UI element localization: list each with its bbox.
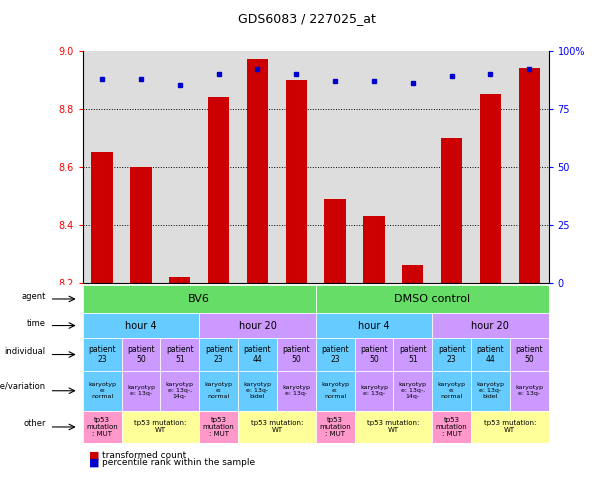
Text: tp53 mutation:
WT: tp53 mutation: WT: [484, 421, 536, 433]
Text: patient
50: patient 50: [516, 345, 543, 364]
Text: agent: agent: [21, 292, 45, 301]
Text: karyotyp
e: 13q-: karyotyp e: 13q-: [515, 385, 543, 396]
Text: patient
44: patient 44: [476, 345, 504, 364]
Bar: [402, 265, 424, 283]
Text: patient
23: patient 23: [88, 345, 116, 364]
Text: individual: individual: [4, 347, 45, 356]
Bar: [208, 97, 229, 283]
Text: tp53
mutation
: MUT: tp53 mutation : MUT: [319, 417, 351, 437]
Text: patient
23: patient 23: [438, 345, 465, 364]
Text: ■: ■: [89, 451, 99, 461]
Text: hour 20: hour 20: [471, 321, 509, 330]
Text: tp53
mutation
: MUT: tp53 mutation : MUT: [436, 417, 468, 437]
Text: genotype/variation: genotype/variation: [0, 382, 45, 391]
Bar: [286, 80, 307, 283]
Text: transformed count: transformed count: [102, 451, 186, 460]
Text: patient
50: patient 50: [127, 345, 155, 364]
Text: karyotyp
e: 13q-: karyotyp e: 13q-: [127, 385, 155, 396]
Text: tp53
mutation
: MUT: tp53 mutation : MUT: [203, 417, 235, 437]
Text: tp53 mutation:
WT: tp53 mutation: WT: [367, 421, 419, 433]
Bar: [519, 68, 540, 283]
Text: patient
44: patient 44: [243, 345, 272, 364]
Bar: [441, 138, 462, 283]
Text: patient
50: patient 50: [360, 345, 388, 364]
Text: BV6: BV6: [188, 294, 210, 304]
Bar: [247, 59, 268, 283]
Text: patient
50: patient 50: [283, 345, 310, 364]
Text: other: other: [23, 419, 45, 428]
Text: karyotyp
e:
normal: karyotyp e: normal: [205, 383, 233, 399]
Text: karyotyp
e: 13q-
bidel: karyotyp e: 13q- bidel: [243, 383, 272, 399]
Text: tp53
mutation
: MUT: tp53 mutation : MUT: [86, 417, 118, 437]
Text: time: time: [26, 318, 45, 327]
Text: patient
51: patient 51: [166, 345, 194, 364]
Text: hour 4: hour 4: [125, 321, 157, 330]
Text: hour 4: hour 4: [358, 321, 390, 330]
Text: hour 20: hour 20: [238, 321, 276, 330]
Text: karyotyp
e:
normal: karyotyp e: normal: [438, 383, 466, 399]
Text: patient
23: patient 23: [205, 345, 232, 364]
Text: patient
23: patient 23: [321, 345, 349, 364]
Bar: [364, 216, 384, 283]
Text: karyotyp
e: 13q-,
14q-: karyotyp e: 13q-, 14q-: [166, 383, 194, 399]
Bar: [131, 167, 151, 283]
Bar: [169, 277, 191, 283]
Text: tp53 mutation:
WT: tp53 mutation: WT: [251, 421, 303, 433]
Text: karyotyp
e:
normal: karyotyp e: normal: [88, 383, 116, 399]
Text: percentile rank within the sample: percentile rank within the sample: [102, 458, 256, 468]
Bar: [91, 152, 113, 283]
Text: tp53 mutation:
WT: tp53 mutation: WT: [134, 421, 186, 433]
Text: karyotyp
e: 13q-: karyotyp e: 13q-: [360, 385, 388, 396]
Text: GDS6083 / 227025_at: GDS6083 / 227025_at: [238, 12, 375, 25]
Text: karyotyp
e: 13q-,
14q-: karyotyp e: 13q-, 14q-: [398, 383, 427, 399]
Text: ■: ■: [89, 458, 99, 468]
Text: karyotyp
e: 13q-: karyotyp e: 13q-: [282, 385, 310, 396]
Bar: [480, 94, 501, 283]
Bar: [324, 199, 346, 283]
Text: karyotyp
e: 13q-
bidel: karyotyp e: 13q- bidel: [476, 383, 504, 399]
Text: karyotyp
e:
normal: karyotyp e: normal: [321, 383, 349, 399]
Text: patient
51: patient 51: [399, 345, 427, 364]
Text: DMSO control: DMSO control: [394, 294, 470, 304]
